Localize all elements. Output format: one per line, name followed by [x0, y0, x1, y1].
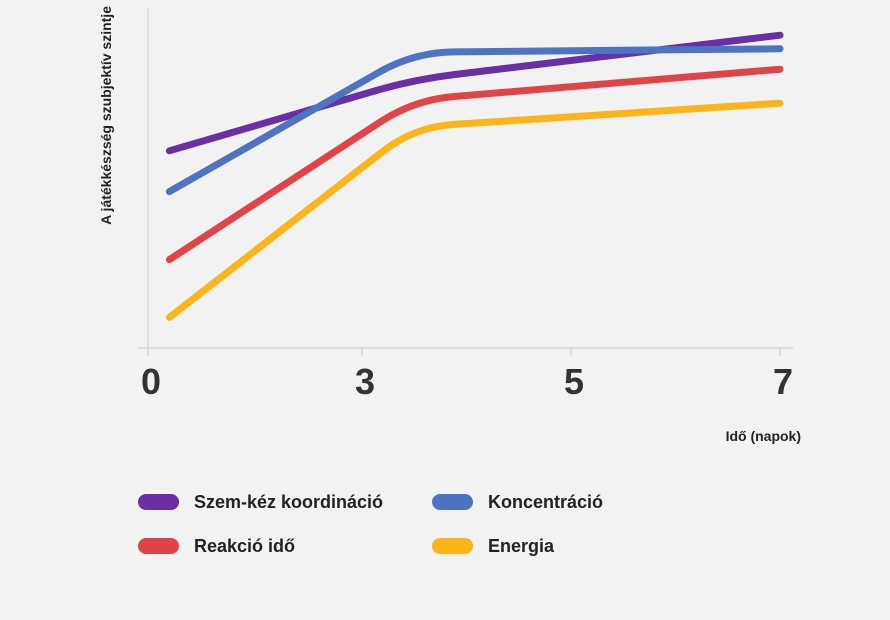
legend-item: Reakció idő [138, 534, 432, 558]
legend-item: Koncentráció [432, 490, 652, 514]
legend-label: Reakció idő [194, 535, 296, 556]
legend-label: Koncentráció [488, 491, 604, 512]
series-lines [165, 31, 784, 321]
series-line-1 [165, 45, 784, 196]
legend: Szem-kéz koordináció Koncentráció Reakció … [138, 490, 652, 558]
legend-swatch [138, 538, 179, 554]
series-line-3 [165, 99, 784, 321]
legend-swatch [432, 494, 473, 510]
legend-item: Szem-kéz koordináció [138, 490, 432, 514]
x-tick-label: 5 [564, 361, 584, 402]
series-line-2 [165, 65, 784, 264]
legend-item: Energia [432, 534, 652, 558]
legend-swatch [138, 494, 179, 510]
x-ticks: 0 3 5 7 [141, 348, 793, 402]
x-tick-label: 7 [773, 361, 793, 402]
y-axis-title: A játékkészség szubjektív szintje [98, 6, 114, 225]
legend-label: Szem-kéz koordináció [194, 491, 384, 512]
legend-label: Energia [488, 535, 555, 556]
x-axis-title: Idő (napok) [726, 428, 801, 444]
series-line-0 [165, 31, 784, 155]
legend-swatch [432, 538, 473, 554]
x-tick-label: 3 [355, 361, 375, 402]
x-tick-label: 0 [141, 361, 161, 402]
